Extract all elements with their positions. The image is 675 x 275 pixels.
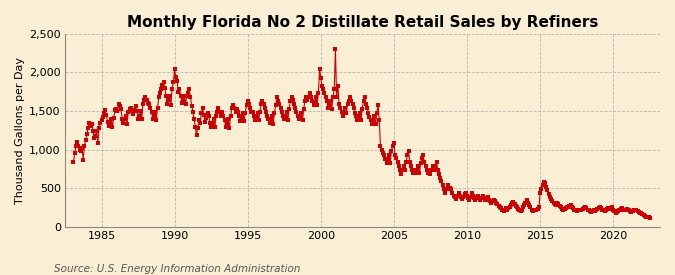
Y-axis label: Thousand Gallons per Day: Thousand Gallons per Day: [15, 57, 25, 204]
Text: Source: U.S. Energy Information Administration: Source: U.S. Energy Information Administ…: [54, 264, 300, 274]
Title: Monthly Florida No 2 Distillate Retail Sales by Refiners: Monthly Florida No 2 Distillate Retail S…: [127, 15, 598, 30]
